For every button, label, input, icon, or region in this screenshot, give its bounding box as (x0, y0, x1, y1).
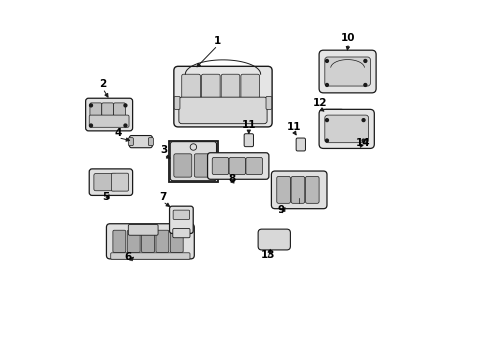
FancyBboxPatch shape (110, 253, 190, 259)
FancyBboxPatch shape (148, 138, 153, 145)
FancyBboxPatch shape (324, 109, 343, 120)
FancyBboxPatch shape (296, 138, 305, 151)
FancyBboxPatch shape (170, 141, 216, 181)
Circle shape (89, 124, 92, 127)
Text: 8: 8 (228, 174, 235, 184)
Circle shape (325, 119, 328, 122)
FancyBboxPatch shape (106, 224, 194, 259)
FancyBboxPatch shape (128, 225, 158, 235)
FancyBboxPatch shape (201, 74, 220, 101)
Circle shape (124, 124, 126, 127)
FancyBboxPatch shape (174, 96, 180, 109)
FancyBboxPatch shape (127, 230, 140, 252)
FancyBboxPatch shape (194, 154, 212, 177)
FancyBboxPatch shape (339, 111, 348, 119)
FancyBboxPatch shape (156, 230, 168, 252)
FancyBboxPatch shape (113, 103, 125, 116)
Circle shape (363, 84, 366, 86)
Circle shape (89, 104, 92, 107)
FancyBboxPatch shape (102, 103, 113, 116)
Text: 5: 5 (102, 192, 109, 202)
Circle shape (325, 139, 328, 142)
FancyBboxPatch shape (128, 138, 133, 145)
Text: 6: 6 (124, 252, 131, 262)
FancyBboxPatch shape (271, 171, 326, 209)
FancyBboxPatch shape (245, 157, 262, 175)
FancyBboxPatch shape (113, 230, 125, 252)
Text: 14: 14 (355, 138, 369, 148)
Circle shape (124, 104, 126, 107)
Circle shape (362, 139, 364, 142)
FancyBboxPatch shape (276, 176, 290, 203)
Text: 11: 11 (286, 122, 301, 132)
Text: 9: 9 (277, 205, 284, 215)
FancyBboxPatch shape (94, 174, 116, 191)
FancyBboxPatch shape (90, 103, 102, 116)
FancyBboxPatch shape (182, 74, 200, 101)
FancyBboxPatch shape (89, 169, 132, 195)
Text: 1: 1 (214, 36, 221, 45)
Circle shape (362, 119, 364, 122)
FancyBboxPatch shape (85, 98, 132, 131)
Text: 2: 2 (99, 78, 106, 89)
FancyBboxPatch shape (89, 115, 129, 127)
FancyBboxPatch shape (174, 154, 191, 177)
FancyBboxPatch shape (207, 153, 268, 179)
FancyBboxPatch shape (212, 157, 228, 175)
Text: 12: 12 (312, 98, 326, 108)
FancyBboxPatch shape (173, 210, 189, 220)
Text: 7: 7 (159, 192, 166, 202)
Circle shape (325, 59, 328, 62)
FancyBboxPatch shape (179, 97, 266, 124)
Text: 3: 3 (160, 145, 167, 155)
Text: 10: 10 (341, 33, 355, 43)
FancyBboxPatch shape (142, 230, 154, 252)
FancyBboxPatch shape (129, 135, 152, 148)
Text: 11: 11 (241, 120, 256, 130)
Bar (169, 140, 217, 182)
FancyBboxPatch shape (169, 206, 193, 233)
FancyBboxPatch shape (324, 57, 369, 86)
FancyBboxPatch shape (258, 229, 290, 250)
FancyBboxPatch shape (324, 115, 368, 143)
FancyBboxPatch shape (241, 74, 259, 101)
FancyBboxPatch shape (174, 66, 271, 127)
FancyBboxPatch shape (111, 173, 128, 191)
Text: 13: 13 (260, 249, 274, 260)
Circle shape (363, 59, 366, 62)
FancyBboxPatch shape (319, 109, 373, 148)
FancyBboxPatch shape (170, 230, 183, 252)
FancyBboxPatch shape (244, 134, 253, 147)
FancyBboxPatch shape (228, 157, 245, 175)
FancyBboxPatch shape (305, 176, 319, 203)
FancyBboxPatch shape (319, 50, 375, 93)
Text: 4: 4 (114, 128, 122, 138)
FancyBboxPatch shape (221, 74, 239, 101)
FancyBboxPatch shape (290, 176, 304, 203)
FancyBboxPatch shape (172, 228, 190, 238)
Circle shape (325, 84, 328, 86)
FancyBboxPatch shape (265, 96, 271, 109)
